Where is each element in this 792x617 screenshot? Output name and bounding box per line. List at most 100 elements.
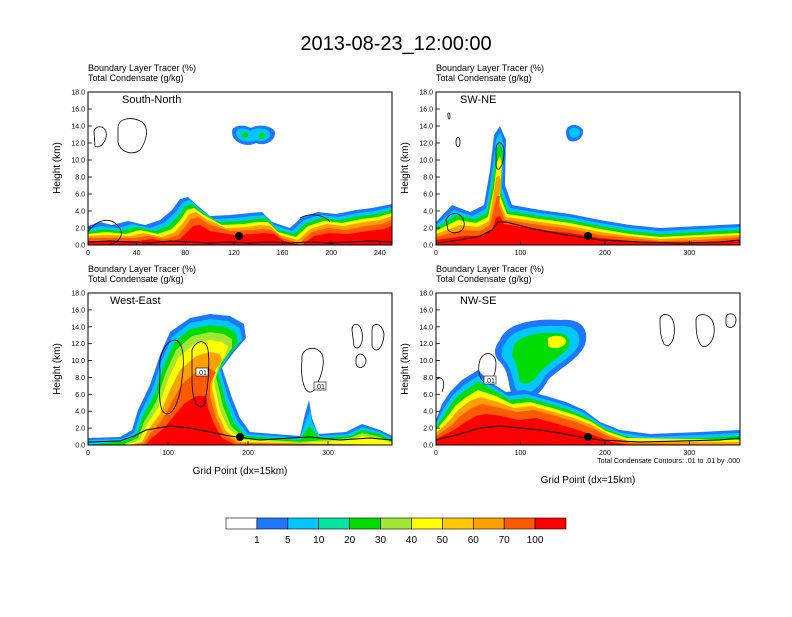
x-tick-label: 200 [242, 450, 254, 457]
x-tick-label: 200 [599, 450, 611, 457]
panel-a-cloud-core [236, 128, 271, 142]
y-tick-label: 10.0 [71, 358, 85, 365]
y-tick-label: 2.0 [75, 226, 85, 233]
panel-a-field [88, 118, 392, 245]
y-tick-label: 14.0 [419, 124, 433, 131]
panel-d-axes: 0 100 200 300 0.0 2.0 4.0 6.0 8.0 10.0 12.0 14.0 16.… [419, 291, 695, 458]
colorbar-label: 5 [285, 535, 291, 546]
panel-d-contour-label: Total Condensate (g/kg) [436, 274, 532, 284]
figure-title: 2013-08-23_12:00:00 [300, 33, 491, 55]
panel-c-shade-8 [134, 396, 236, 445]
panel-c-ylabel: Height (km) [52, 343, 63, 395]
y-tick-label: 6.0 [423, 192, 433, 199]
panel-b-contour-4 [445, 213, 465, 234]
y-tick-label: 18.0 [419, 90, 433, 97]
panel-d-contour-2 [695, 314, 715, 347]
contour-note: Total Condensate Contours: .01 to .01 by… [597, 458, 740, 465]
x-tick-label: 300 [683, 250, 695, 257]
panel-d-contour-3 [725, 313, 737, 328]
panel-b-field [436, 112, 740, 245]
x-tick-label: 240 [374, 250, 386, 257]
panel-d-xlabel: Grid Point (dx=15km) [541, 475, 636, 486]
x-tick-label: 100 [162, 450, 174, 457]
panel-west-east: Boundary Layer Tracer (%) Total Condensa… [52, 264, 393, 477]
colorbar-label: 100 [527, 535, 544, 546]
y-tick-label: 16.0 [71, 307, 85, 314]
y-tick-label: 6.0 [75, 392, 85, 399]
panel-c-contour-3 [301, 347, 324, 393]
colorbar-label: 70 [499, 535, 511, 546]
x-tick-label: 100 [515, 450, 527, 457]
panel-d-terrain [436, 425, 740, 443]
colorbar-swatch [380, 517, 412, 530]
y-tick-label: 14.0 [419, 324, 433, 331]
panel-d-title: NW-SE [460, 295, 496, 307]
panel-d-contour-box [483, 375, 497, 385]
colorbar-label: 1 [254, 535, 260, 546]
panel-c-contour-4 [351, 323, 363, 349]
colorbar-swatch [349, 517, 381, 530]
colorbar-swatch [318, 517, 350, 530]
panel-a-marker [235, 232, 243, 240]
panel-d-field [436, 313, 740, 445]
panel-b-contour-3 [495, 142, 505, 170]
y-tick-label: 10.0 [419, 358, 433, 365]
x-tick-label: 200 [599, 250, 611, 257]
panel-d-shaded-label: Boundary Layer Tracer (%) [436, 264, 544, 274]
panel-a-contour-1 [117, 118, 147, 154]
panel-a-contour-label: Total Condensate (g/kg) [88, 73, 184, 83]
x-tick-label: 120 [228, 250, 240, 257]
panel-a-contour-4 [299, 214, 331, 223]
panel-a-cloud-center-2 [259, 133, 265, 139]
y-tick-label: 18.0 [419, 291, 433, 298]
panel-b-shaded-label: Boundary Layer Tracer (%) [436, 63, 544, 73]
colorbar-label: 10 [313, 535, 325, 546]
y-tick-label: 10.0 [419, 158, 433, 165]
panel-c-axes: 0 100 200 300 0.0 2.0 4.0 6.0 8.0 10.0 12.0 14.0 16.… [71, 291, 334, 458]
y-tick-label: 4.0 [423, 209, 433, 216]
colorbar-swatch [503, 517, 536, 530]
panel-c-title: West-East [110, 295, 161, 307]
y-tick-label: 12.0 [419, 141, 433, 148]
colorbar-swatch [472, 517, 505, 530]
x-tick-label: 0 [86, 450, 90, 457]
panel-b-ylabel: Height (km) [400, 142, 411, 194]
panel-d-cloud-core [548, 335, 566, 349]
panel-c-contour-6 [355, 353, 367, 368]
colorbar-swatch [534, 517, 567, 530]
colorbar-swatch [287, 517, 320, 530]
panel-a-frame [87, 91, 393, 246]
y-tick-label: 8.0 [75, 175, 85, 182]
panel-d-ylabel: Height (km) [400, 343, 411, 395]
x-tick-label: 300 [322, 450, 334, 457]
y-tick-label: 18.0 [71, 291, 85, 298]
panel-c-contour-value-2: .01 [315, 384, 325, 391]
colorbar-swatch [411, 517, 443, 530]
y-tick-label: 2.0 [423, 426, 433, 433]
panel-c-shaded-label: Boundary Layer Tracer (%) [88, 264, 196, 274]
y-tick-label: 0.0 [423, 443, 433, 450]
x-tick-label: 300 [683, 450, 695, 457]
panel-nw-se: Boundary Layer Tracer (%) Total Condensa… [400, 264, 741, 486]
colorbar: 1 5 10 20 30 40 50 60 70 100 [225, 517, 567, 546]
y-tick-label: 6.0 [423, 392, 433, 399]
colorbar-swatch [225, 517, 258, 530]
y-tick-label: 16.0 [419, 307, 433, 314]
colorbar-label: 30 [375, 535, 387, 546]
panel-b-frame [435, 91, 741, 246]
y-tick-label: 12.0 [419, 341, 433, 348]
x-tick-label: 0 [434, 450, 438, 457]
panel-c-contour-label: Total Condensate (g/kg) [88, 274, 184, 284]
panel-d-marker [584, 433, 592, 441]
colorbar-swatch [256, 517, 289, 530]
panel-b-contour-label: Total Condensate (g/kg) [436, 73, 532, 83]
panel-c-contour-box-2 [313, 381, 327, 391]
panel-a-contour-2 [93, 126, 107, 148]
y-tick-label: 18.0 [71, 90, 85, 97]
y-tick-label: 4.0 [75, 409, 85, 416]
y-tick-label: 4.0 [75, 209, 85, 216]
panel-b-terrain [436, 221, 740, 244]
panel-c-contour-1 [159, 339, 184, 415]
panel-c-contour-5 [371, 324, 385, 351]
